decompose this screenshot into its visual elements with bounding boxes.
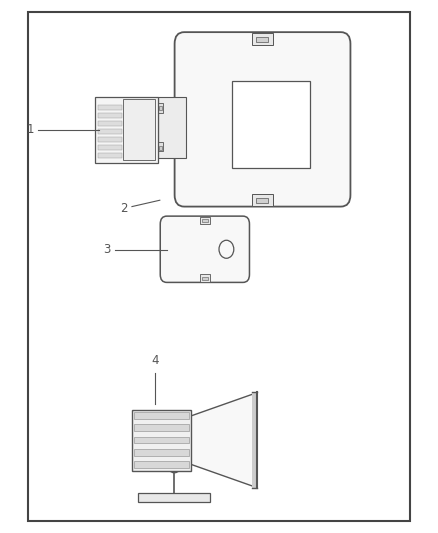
Bar bbox=[99, 106, 123, 110]
Text: 2: 2 bbox=[120, 201, 127, 215]
Bar bbox=[134, 461, 189, 468]
Bar bbox=[252, 392, 257, 488]
Bar bbox=[202, 277, 208, 280]
Bar bbox=[157, 142, 163, 151]
Bar bbox=[138, 493, 210, 503]
Bar bbox=[99, 153, 123, 158]
Bar bbox=[256, 37, 268, 42]
FancyBboxPatch shape bbox=[160, 216, 250, 282]
Bar bbox=[159, 146, 162, 150]
Bar bbox=[134, 449, 189, 456]
Bar bbox=[99, 114, 123, 118]
FancyBboxPatch shape bbox=[175, 32, 350, 207]
Bar bbox=[99, 129, 123, 134]
Bar bbox=[99, 137, 123, 142]
Text: 3: 3 bbox=[103, 243, 110, 256]
Text: 1: 1 bbox=[27, 123, 34, 136]
Bar bbox=[99, 145, 123, 150]
Polygon shape bbox=[191, 394, 254, 487]
Bar bbox=[134, 437, 189, 443]
Bar bbox=[134, 424, 189, 431]
Bar bbox=[200, 274, 210, 282]
Bar bbox=[159, 106, 162, 110]
Bar bbox=[95, 97, 158, 163]
Bar bbox=[157, 103, 163, 113]
Bar bbox=[158, 97, 186, 158]
Bar bbox=[134, 412, 189, 419]
Bar bbox=[202, 219, 208, 222]
Bar bbox=[28, 12, 410, 521]
Bar bbox=[252, 33, 273, 45]
Bar bbox=[200, 216, 210, 224]
Text: 4: 4 bbox=[152, 354, 159, 367]
Bar bbox=[256, 198, 268, 203]
Bar bbox=[232, 81, 311, 168]
Bar bbox=[252, 194, 273, 206]
Bar bbox=[124, 100, 155, 160]
Bar bbox=[132, 410, 191, 471]
Bar bbox=[99, 121, 123, 126]
